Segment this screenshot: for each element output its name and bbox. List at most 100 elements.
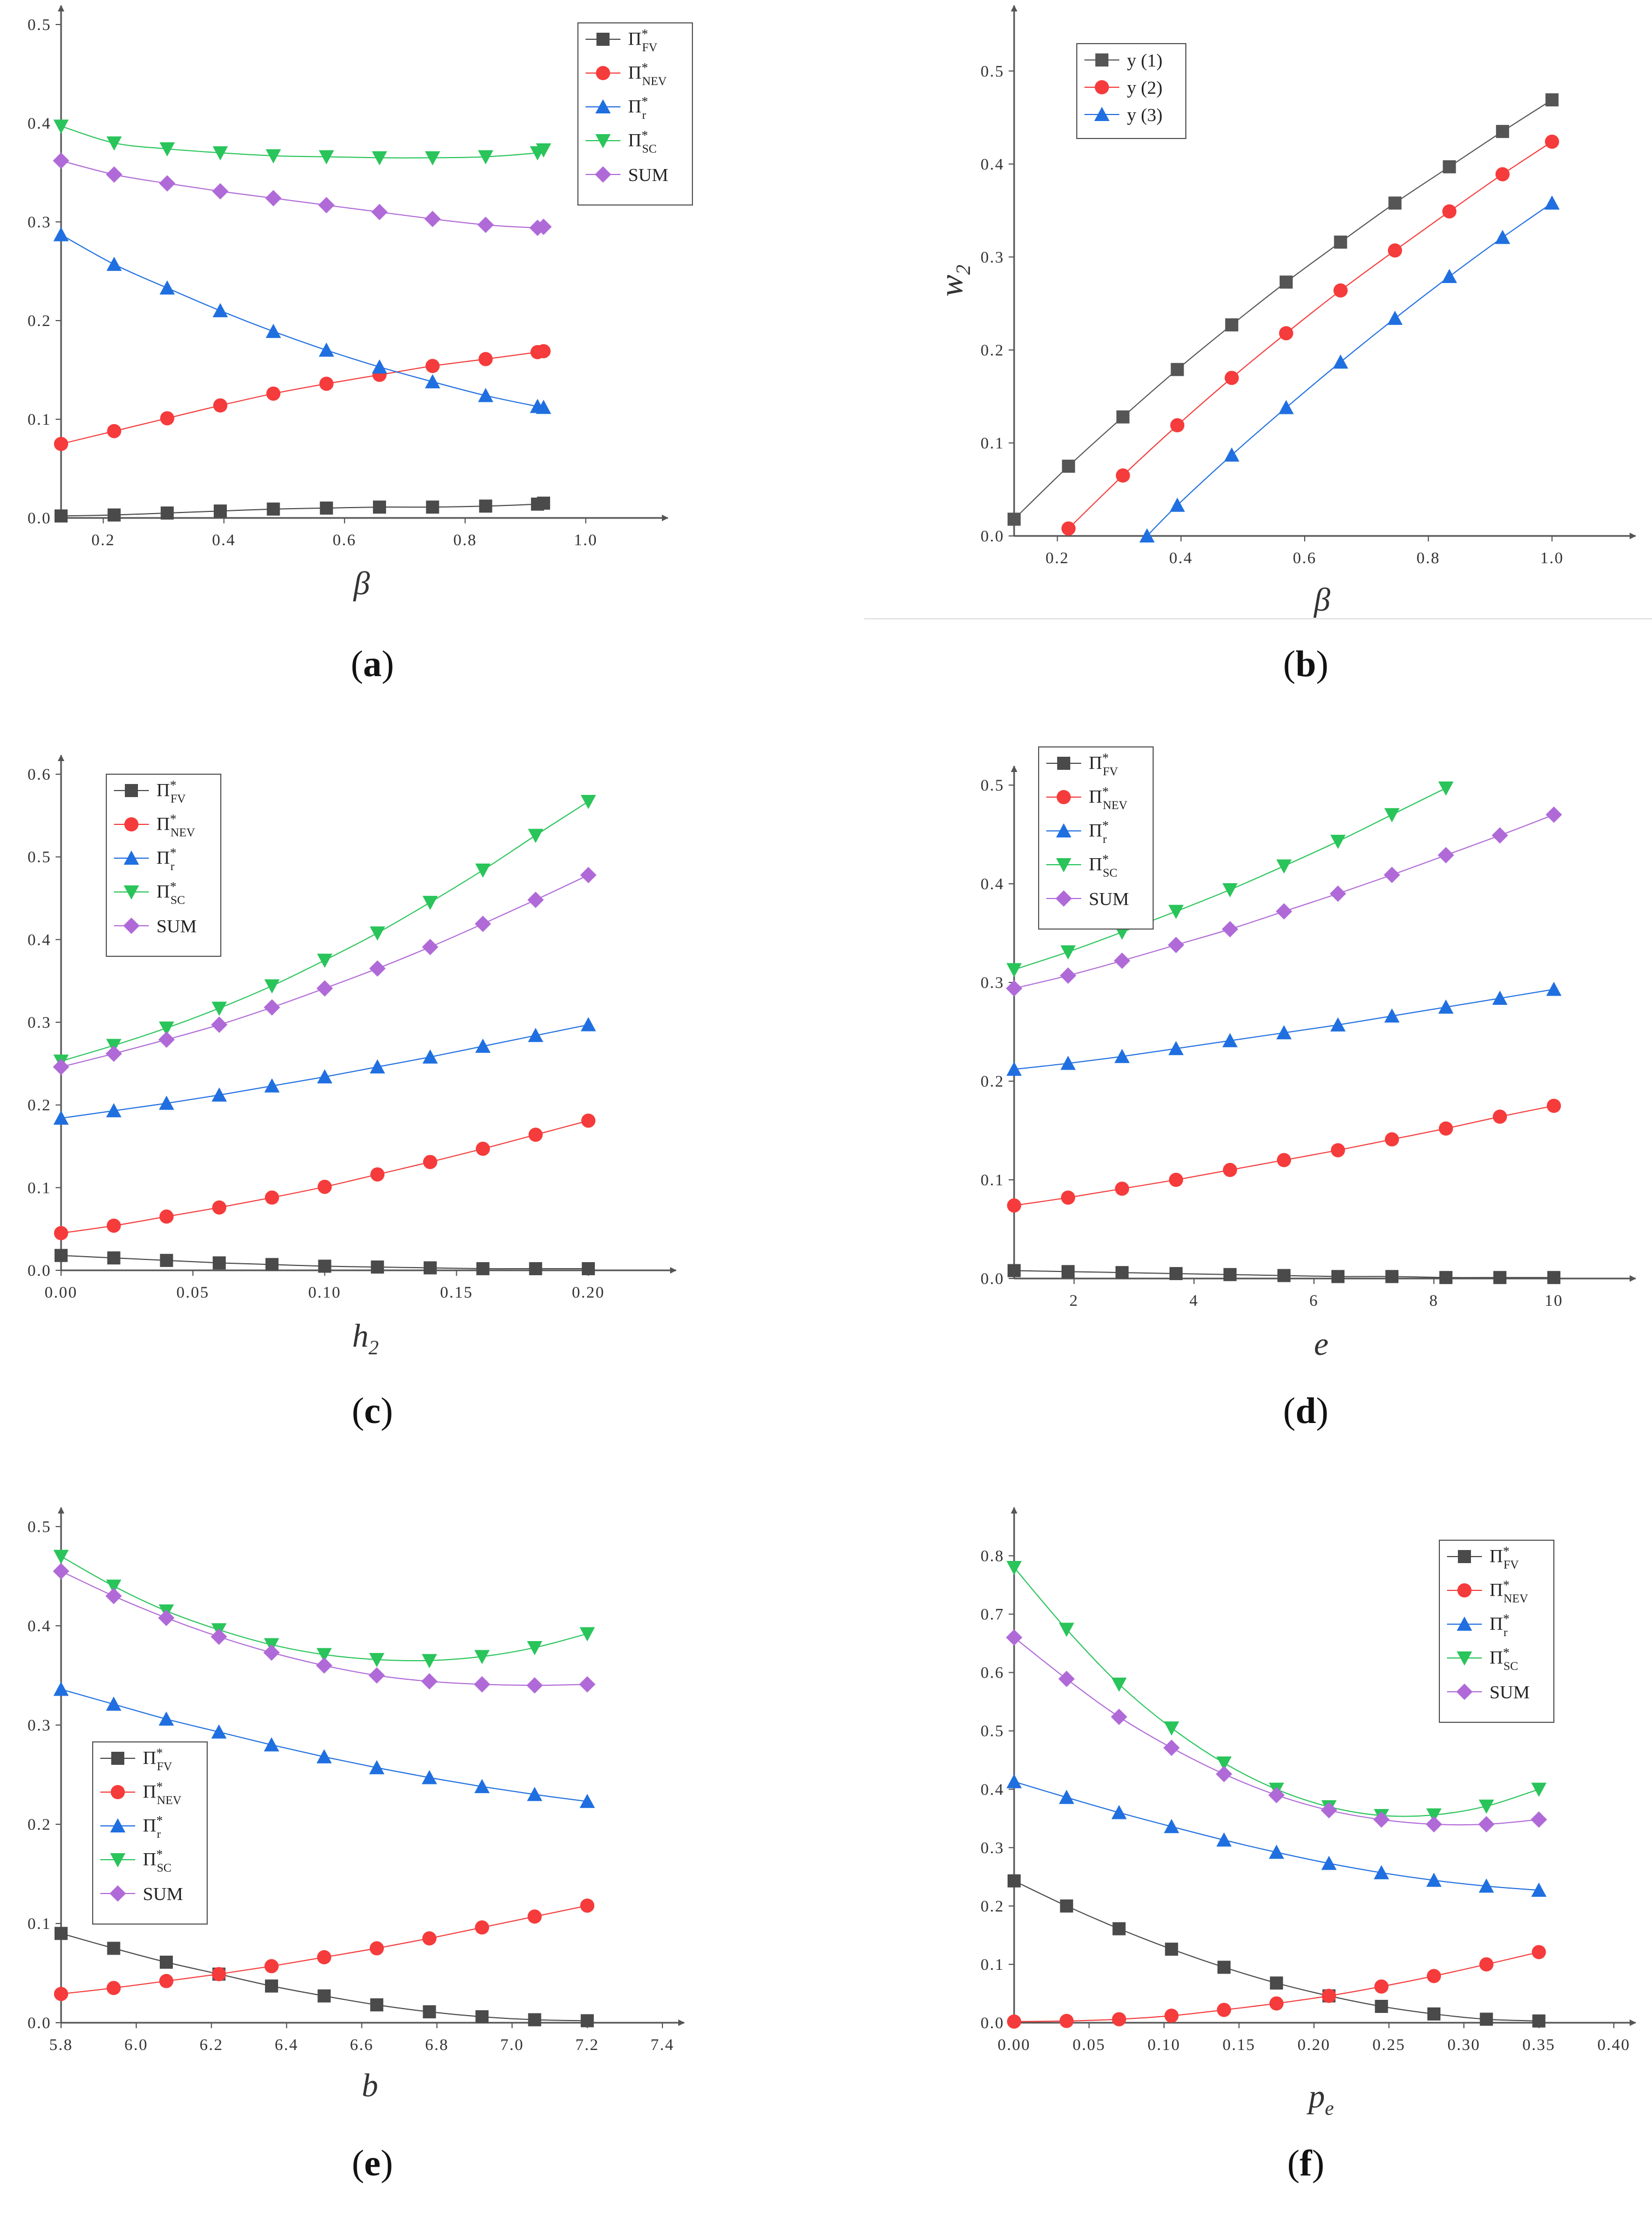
legend-label-r: Π* r [1490, 1612, 1510, 1639]
data-point-SC [580, 1627, 595, 1642]
y-tick-label: 0.4 [981, 875, 1005, 893]
data-point-FV [581, 2014, 594, 2028]
data-point-NEV [159, 1974, 174, 1988]
data-point-r [372, 359, 388, 374]
data-point-FV [55, 1249, 68, 1262]
data-point-SC [422, 896, 438, 910]
data-point-SUM [1060, 967, 1076, 984]
data-point-NEV [1374, 1979, 1389, 1994]
data-point-SUM [1114, 952, 1130, 969]
data-point-FV [107, 1251, 120, 1265]
series-line-NEV [61, 1120, 589, 1234]
data-point-SC [1276, 859, 1292, 874]
data-point-NEV [54, 1226, 68, 1240]
legend-label-FV: Π* FV [1490, 1545, 1519, 1571]
data-point-NEV [1277, 1153, 1291, 1167]
data-point-y3 [1278, 400, 1294, 414]
data-point-FV [423, 2005, 436, 2018]
legend-label-y3: y (3) [1127, 105, 1162, 125]
data-point-FV [475, 2010, 489, 2024]
data-point-NEV [1007, 2014, 1021, 2029]
legend-marker-r [124, 851, 139, 865]
data-point-SUM [1276, 903, 1292, 920]
data-point-SC [581, 795, 596, 810]
data-point-SUM [265, 190, 282, 207]
x-tick-label: 7.0 [501, 2036, 524, 2054]
data-point-y1 [1443, 160, 1456, 173]
x-tick-label: 5.8 [49, 2036, 73, 2054]
series-line-y3 [1147, 202, 1553, 536]
data-point-r [318, 342, 334, 357]
data-point-SUM [526, 1677, 543, 1694]
data-point-FV [423, 1261, 437, 1275]
data-point-SUM [369, 960, 386, 977]
data-point-NEV [213, 398, 228, 413]
legend: Π* FV Π* NEV Π* r Π* SC SUM [92, 1741, 208, 1925]
legend-marker-SUM [1456, 1684, 1473, 1700]
x-tick-label: 1.0 [574, 531, 598, 549]
data-point-r [421, 1770, 437, 1784]
data-point-SC [527, 1641, 542, 1656]
data-point-r [106, 256, 122, 271]
data-point-NEV [107, 424, 122, 438]
data-point-r [1426, 1872, 1442, 1887]
data-point-FV [373, 501, 387, 514]
x-tick-label: 0.8 [453, 531, 477, 549]
data-point-r [1168, 1041, 1184, 1056]
data-point-FV [213, 1256, 226, 1270]
x-tick-label: 6.2 [200, 2036, 224, 2054]
y-tick-label: 0.3 [981, 974, 1005, 992]
data-point-NEV [422, 1931, 437, 1946]
legend-label-SC: Π* SC [1490, 1646, 1518, 1673]
data-point-SC [1111, 1678, 1127, 1692]
y-tick-label: 0.6 [28, 765, 52, 783]
data-point-FV [55, 509, 68, 523]
legend-label-y2: y (2) [1127, 78, 1162, 98]
data-point-SC [1059, 1623, 1075, 1637]
data-point-NEV [423, 1155, 437, 1169]
y-tick-label: 0.3 [981, 248, 1005, 266]
data-point-SC [1060, 945, 1076, 960]
y-tick-label: 0.0 [981, 527, 1005, 545]
data-point-y2 [1333, 283, 1348, 298]
y-tick-label: 0.0 [981, 1270, 1005, 1288]
data-point-r [475, 1038, 491, 1053]
y-tick-label: 0.0 [28, 2014, 52, 2032]
x-axis-label: β [1313, 582, 1330, 618]
data-point-r [159, 1711, 174, 1726]
data-point-SC [213, 146, 228, 161]
x-tick-label: 0.2 [92, 531, 116, 549]
x-tick-label: 0.35 [1522, 2036, 1555, 2054]
data-point-NEV [1164, 2009, 1179, 2023]
data-point-FV [318, 1259, 331, 1273]
data-point-SUM [105, 1588, 122, 1605]
y-tick-label: 0.2 [981, 1897, 1005, 1915]
data-point-SUM [1058, 1671, 1075, 1687]
data-point-NEV [319, 376, 334, 391]
y-tick-label: 0.6 [981, 1664, 1005, 1682]
chart-panel-a: 0.2 0.4 0.6 0.8 1.00.00.10.20.30.40.5βΠ* FVΠ*… [28, 5, 693, 684]
x-tick-label: 0.20 [1298, 2036, 1331, 2054]
y-tick-label: 0.7 [981, 1606, 1005, 1624]
data-point-FV [317, 1989, 331, 2003]
data-point-r [528, 1028, 544, 1042]
data-point-y1 [1008, 512, 1021, 526]
data-point-y1 [1334, 236, 1347, 249]
data-point-SUM [53, 1058, 69, 1075]
x-tick-label: 6.6 [350, 2036, 374, 2054]
data-point-NEV [1223, 1162, 1237, 1177]
data-point-r [1269, 1844, 1285, 1859]
series-line-y2 [1068, 141, 1553, 529]
data-point-FV [1062, 1265, 1075, 1279]
data-point-SUM [105, 1045, 122, 1062]
data-point-SC [1006, 963, 1022, 978]
data-point-SC [528, 829, 544, 843]
data-point-SUM [316, 980, 333, 997]
data-point-NEV [264, 1190, 279, 1205]
data-point-r [213, 303, 228, 317]
data-point-r [317, 1069, 333, 1084]
data-point-NEV [106, 1219, 121, 1233]
data-point-NEV [1331, 1143, 1345, 1157]
data-point-SC [1222, 883, 1238, 897]
data-point-NEV [264, 1959, 279, 1974]
